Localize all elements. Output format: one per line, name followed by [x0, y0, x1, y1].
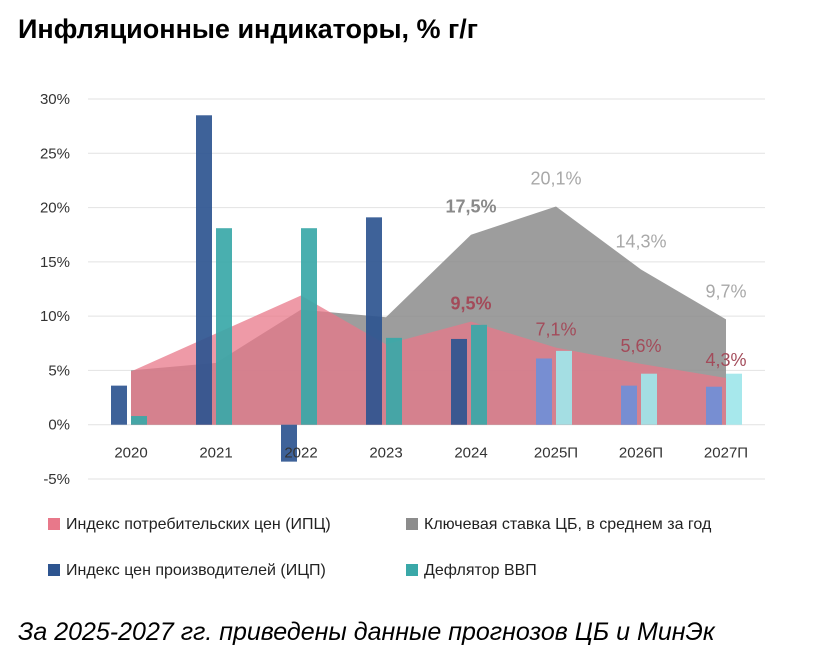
bar	[281, 424, 297, 462]
bar	[556, 350, 572, 425]
legend-swatch	[48, 564, 60, 576]
legend-swatch	[48, 518, 60, 530]
data-label: 9,5%	[450, 294, 491, 314]
bar	[621, 385, 637, 425]
data-label: 17,5%	[445, 197, 496, 217]
legend-label: Индекс цен производителей (ИЦП)	[66, 562, 326, 579]
bar	[196, 115, 212, 425]
bar	[471, 324, 487, 425]
x-tick-label: 2024	[454, 445, 487, 462]
x-tick-label: 2020	[114, 445, 147, 462]
bar	[451, 338, 467, 425]
footnote: За 2025-2027 гг. приведены данные прогно…	[18, 618, 715, 646]
bar	[641, 373, 657, 425]
bar	[706, 386, 722, 425]
data-label: 5,6%	[620, 336, 661, 356]
bar	[111, 385, 127, 425]
data-label: 20,1%	[530, 168, 581, 188]
y-tick-label: 10%	[40, 308, 70, 325]
data-label: 9,7%	[705, 281, 746, 301]
bar	[131, 416, 147, 425]
y-tick-label: -5%	[43, 471, 70, 488]
bar	[726, 373, 742, 425]
legend-label: Дефлятор ВВП	[424, 562, 537, 579]
y-tick-label: 0%	[48, 417, 70, 434]
x-tick-label: 2021	[199, 445, 232, 462]
y-tick-label: 20%	[40, 200, 70, 217]
y-tick-label: 5%	[48, 362, 70, 379]
bar	[366, 217, 382, 425]
y-tick-label: 30%	[40, 91, 70, 108]
data-label: 7,1%	[535, 320, 576, 340]
legend-label: Ключевая ставка ЦБ, в среднем за год	[424, 516, 712, 533]
y-tick-label: 15%	[40, 254, 70, 271]
x-tick-label: 2025П	[534, 445, 578, 462]
bar	[216, 228, 232, 425]
legend-label: Индекс потребительских цен (ИПЦ)	[66, 516, 331, 533]
x-tick-label: 2027П	[704, 445, 748, 462]
bar	[301, 228, 317, 425]
bar	[536, 358, 552, 425]
bar	[386, 337, 402, 425]
y-tick-label: 25%	[40, 145, 70, 162]
x-tick-label: 2022	[284, 445, 317, 462]
x-tick-label: 2026П	[619, 445, 663, 462]
inflation-chart: -5% 0% 5% 10% 15% 20% 25% 30% 2020 2021 2022 2023 20…	[40, 91, 765, 579]
chart-title: Инфляционные индикаторы, % г/г	[18, 14, 479, 44]
data-label: 14,3%	[615, 231, 666, 251]
data-label: 4,3%	[705, 350, 746, 370]
legend-swatch	[406, 518, 418, 530]
legend-swatch	[406, 564, 418, 576]
area-series-0	[131, 295, 726, 425]
x-tick-label: 2023	[369, 445, 402, 462]
